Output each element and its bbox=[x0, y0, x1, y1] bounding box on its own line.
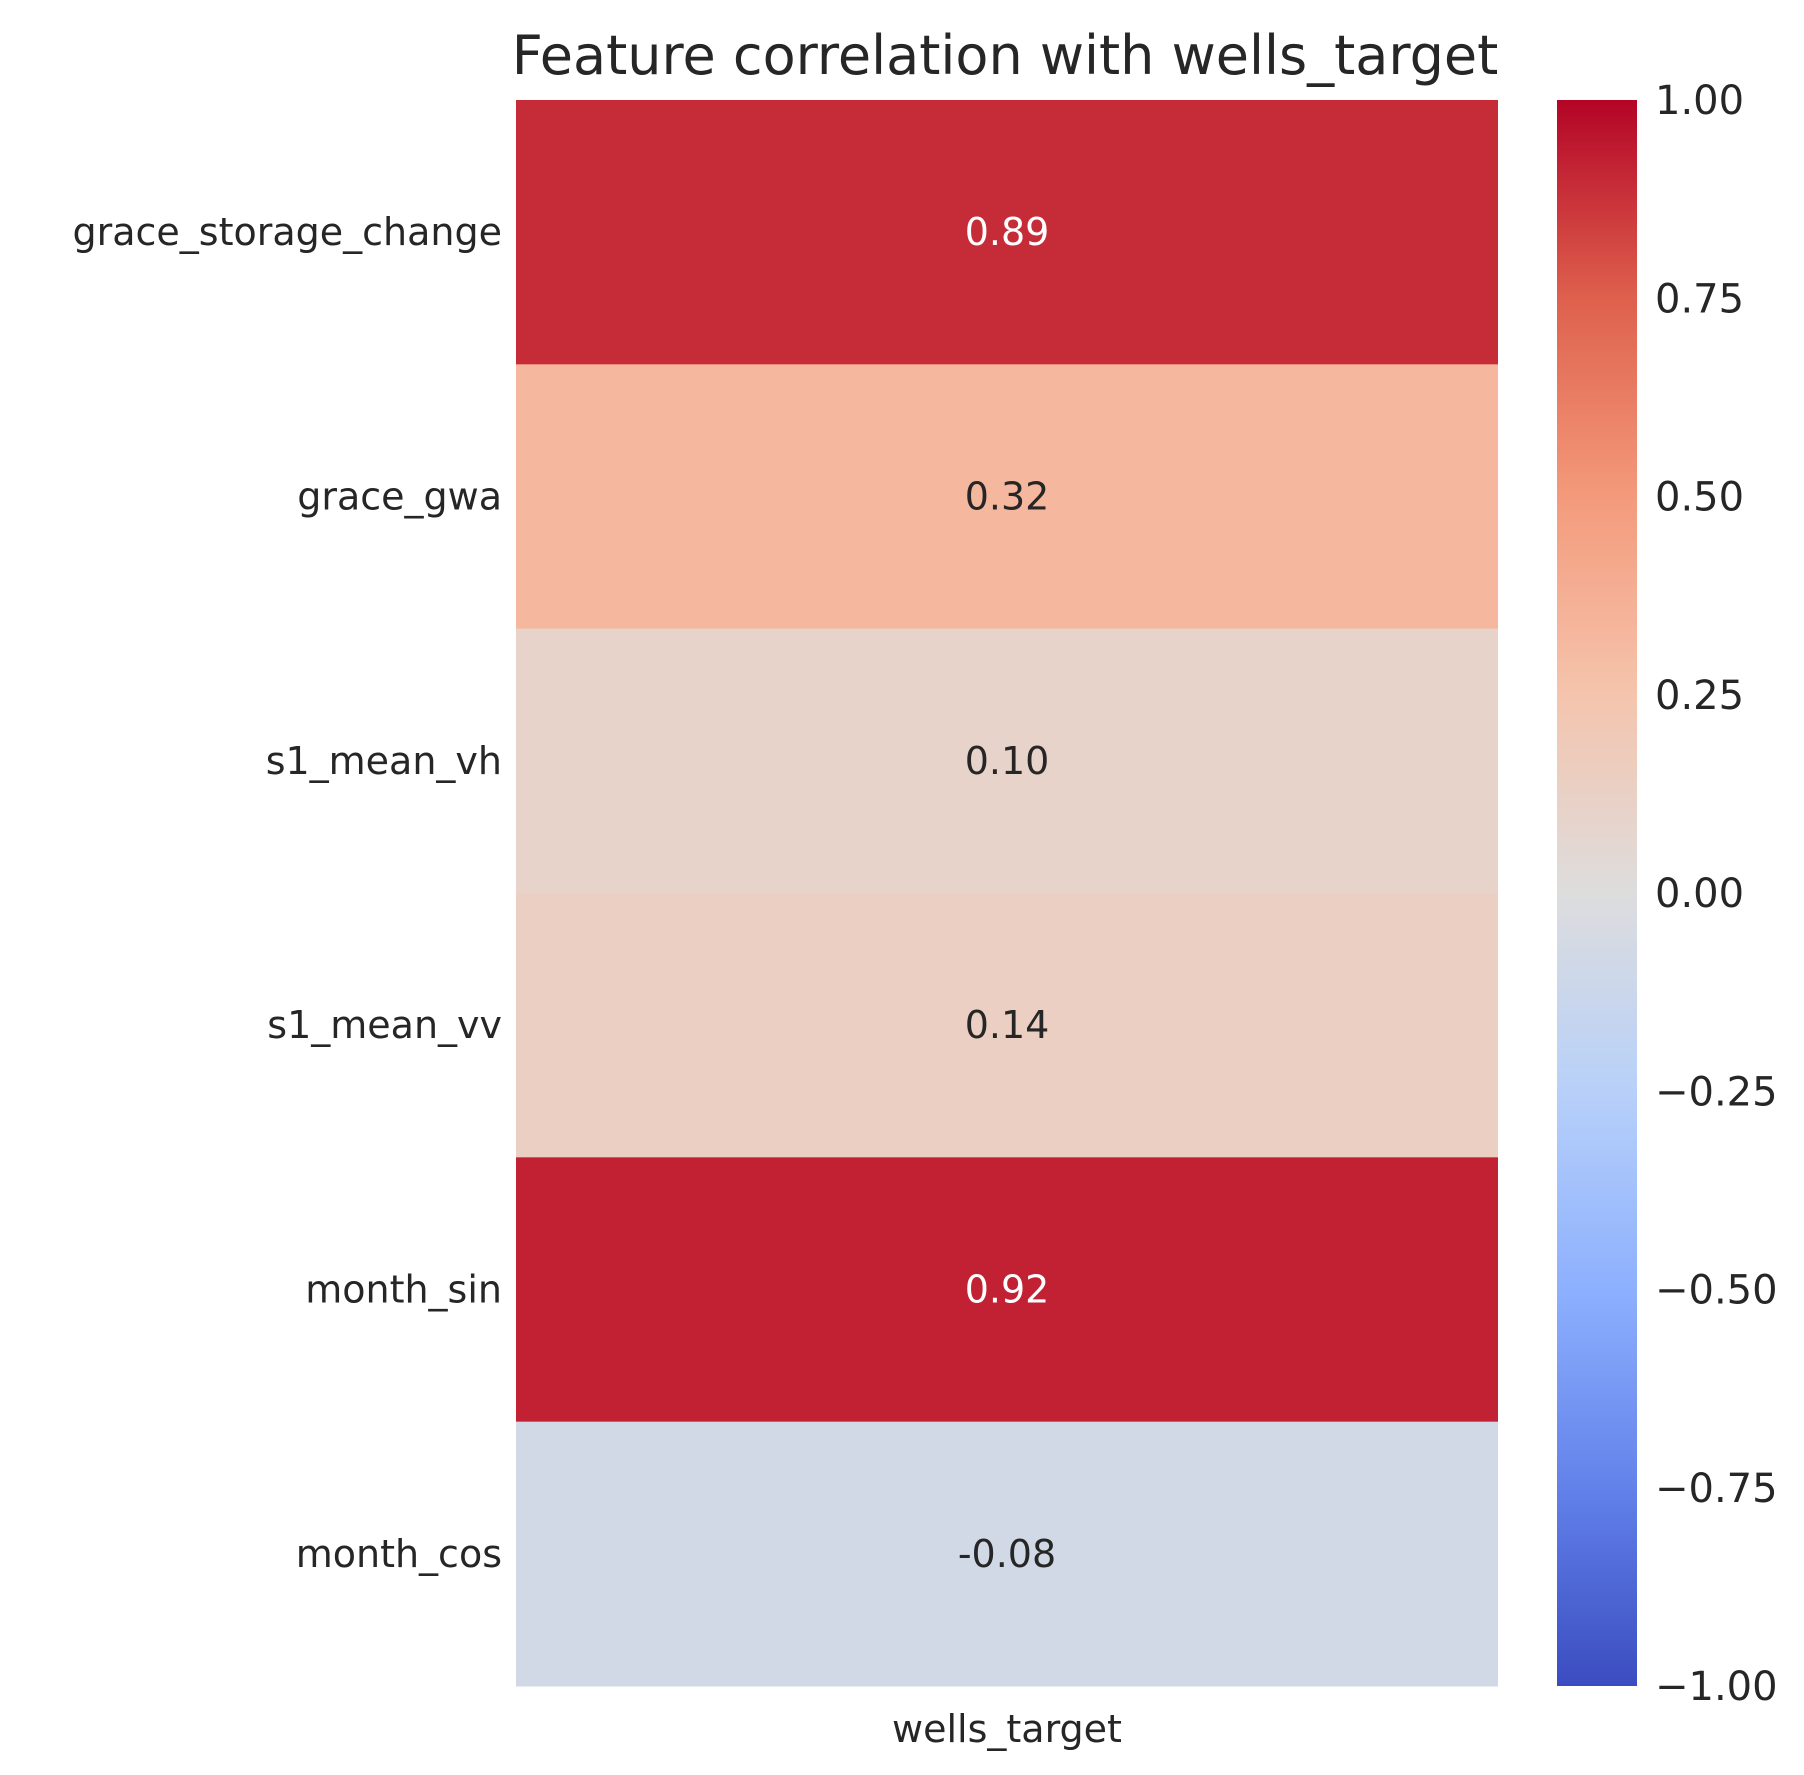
colorbar-tick-label: 0.25 bbox=[1655, 673, 1744, 719]
column-tick-labels: wells_target bbox=[892, 1707, 1122, 1751]
row-label-s1_mean_vh: s1_mean_vh bbox=[266, 739, 502, 783]
column-label-wells_target: wells_target bbox=[892, 1707, 1122, 1751]
row-label-month_sin: month_sin bbox=[305, 1268, 502, 1312]
colorbar-tick-label: −1.00 bbox=[1655, 1664, 1778, 1710]
row-label-month_cos: month_cos bbox=[296, 1532, 502, 1576]
colorbar-tick-label: 0.00 bbox=[1655, 871, 1744, 917]
colorbar-tick-label: 1.00 bbox=[1655, 78, 1744, 124]
cell-value-label: 0.10 bbox=[965, 739, 1050, 783]
heatmap-cell-grace_storage_change bbox=[516, 100, 1498, 365]
heatmap-cell-grace_gwa bbox=[516, 364, 1498, 630]
cell-value-label: 0.32 bbox=[965, 475, 1050, 519]
heatmap-cell-s1_mean_vh bbox=[516, 628, 1498, 894]
cell-value-label: -0.08 bbox=[958, 1532, 1056, 1576]
colorbar-tick-label: −0.25 bbox=[1655, 1069, 1778, 1115]
row-label-grace_gwa: grace_gwa bbox=[297, 475, 502, 519]
heatmap-cell-s1_mean_vv bbox=[516, 893, 1498, 1158]
row-tick-labels: grace_storage_change grace_gwa s1_mean_vhs… bbox=[72, 210, 502, 1576]
cell-value-label: 0.14 bbox=[965, 1003, 1050, 1047]
colorbar-tick-label: 0.50 bbox=[1655, 475, 1744, 521]
heatmap-cell-month_sin bbox=[516, 1157, 1498, 1423]
row-label-grace_storage_change: grace_storage_change bbox=[72, 210, 502, 254]
heatmap-cells: 0.89 0.32 0.10 0.14 0.92 -0.08 bbox=[516, 100, 1498, 1687]
colorbar-tick-label: −0.75 bbox=[1655, 1466, 1778, 1512]
colorbar-tick-label: −0.50 bbox=[1655, 1268, 1778, 1314]
colorbar-tick-label: 0.75 bbox=[1655, 276, 1744, 322]
chart-title: Feature correlation with wells_target bbox=[512, 24, 1499, 87]
cell-value-label: 0.89 bbox=[965, 210, 1050, 254]
colorbar-gradient bbox=[1557, 100, 1637, 1686]
cell-value-label: 0.92 bbox=[965, 1268, 1050, 1312]
colorbar: 1.00 0.75 0.50 0.25 0.00 −0.25 −0.50 −0.75 −1.00 bbox=[1557, 78, 1778, 1710]
row-label-s1_mean_vv: s1_mean_vv bbox=[267, 1003, 502, 1047]
heatmap-cell-month_cos bbox=[516, 1421, 1498, 1687]
